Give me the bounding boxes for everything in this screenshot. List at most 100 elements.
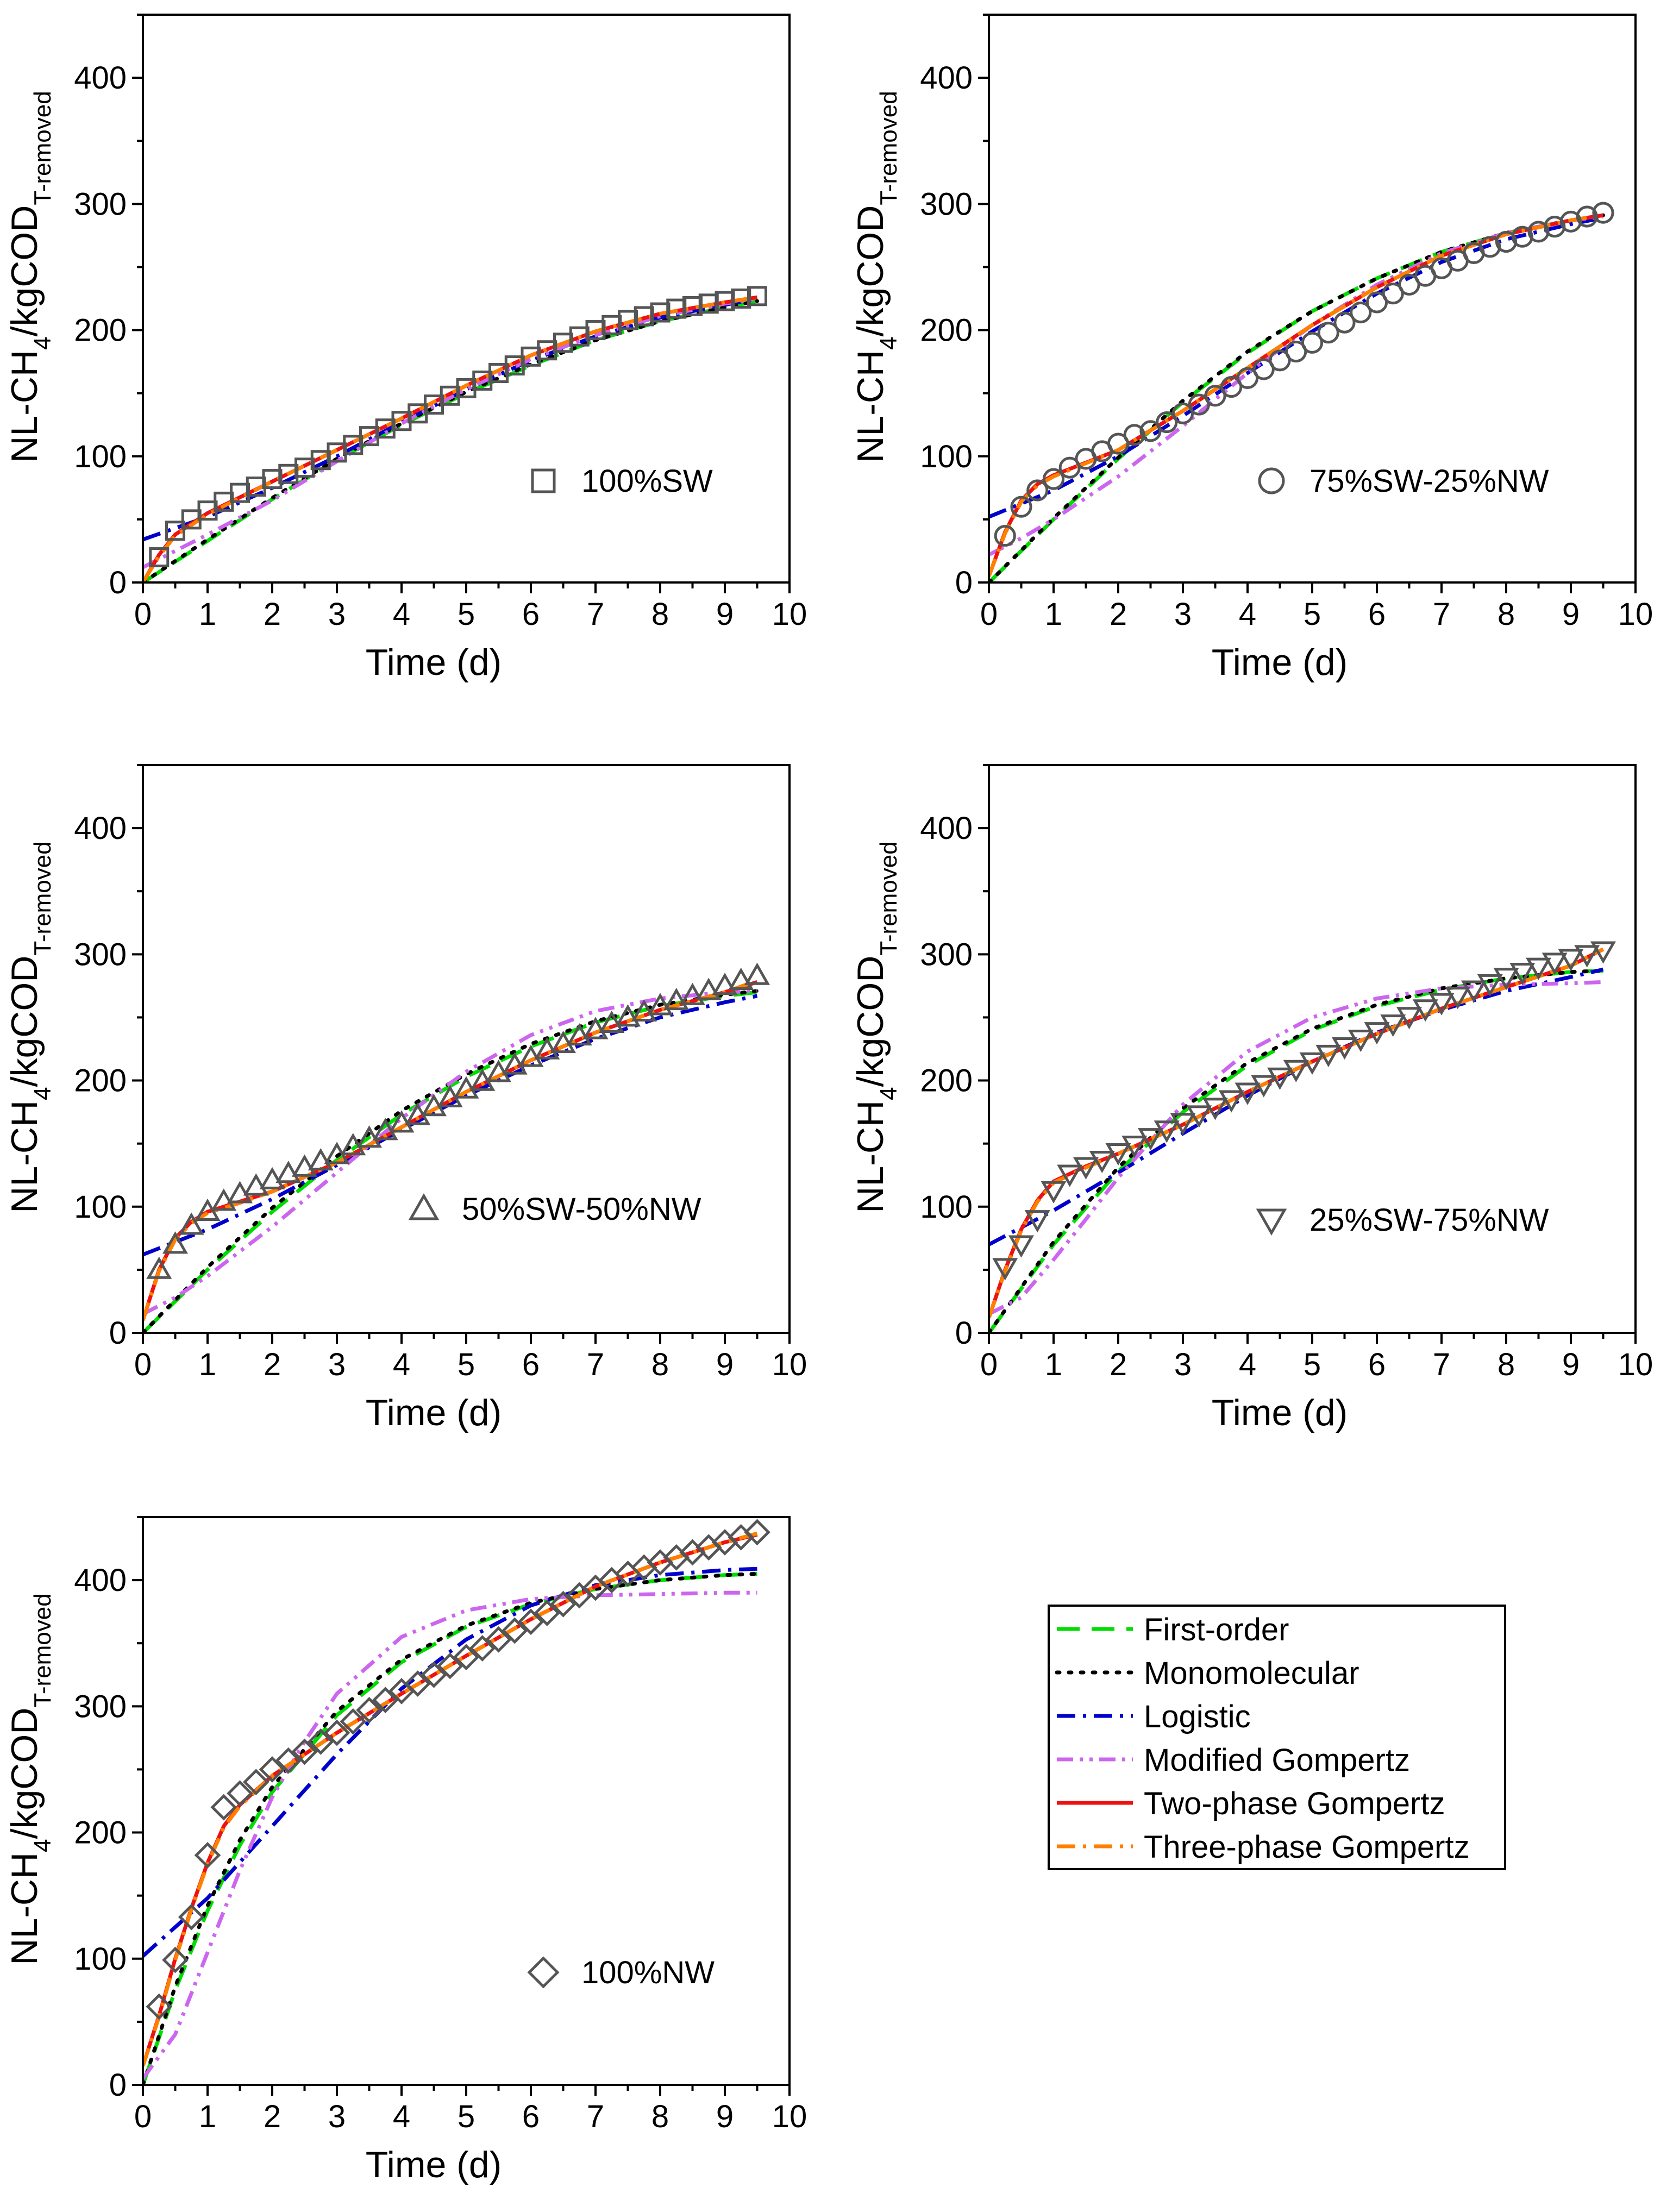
data-point [356,1696,383,1724]
legend-label: Two-phase Gompertz [1144,1786,1445,1821]
model-curves [143,295,759,582]
observed-points [992,941,1616,1281]
x-axis-title: Time (d) [1212,642,1348,683]
data-point [307,1728,334,1755]
data-point [1382,283,1404,305]
x-tick-label: 7 [1433,597,1450,632]
data-point [1204,385,1226,407]
data-point [728,967,754,990]
y-tick-label: 100 [74,1941,127,1977]
series-line-monomolecular [143,1572,759,2085]
data-point [1026,479,1049,502]
x-tick-label: 2 [264,2099,281,2134]
data-point [744,1519,770,1546]
data-point [1493,968,1519,991]
x-tick-label: 1 [199,2099,216,2134]
legend-label: Three-phase Gompertz [1144,1829,1470,1865]
x-tick-label: 4 [1239,597,1256,632]
data-point [1331,1037,1358,1060]
data-point [1509,962,1536,986]
data-point [501,1617,528,1644]
data-point [1348,1030,1374,1052]
x-tick-label: 0 [134,1347,152,1382]
plot-frame [988,764,1637,1334]
x-axis-title: Time (d) [366,1392,502,1433]
panel-label: 100%NW [581,1955,715,1990]
y-axis-title: NL-CH4/kgCODT-removed [850,841,902,1213]
series-line-two-phase-gompertz [143,980,758,1321]
series-line-logistic [989,216,1604,519]
data-point [1073,1157,1099,1180]
series-line-modified-gompertz [989,215,1603,557]
data-point [210,1794,237,1821]
data-point [1301,331,1324,354]
data-point [1267,1067,1293,1090]
x-tick-label: 2 [1110,597,1127,632]
series-line-first-order [143,990,757,1333]
data-point [695,977,722,1000]
data-point [1525,957,1552,980]
data-point [1350,301,1372,324]
panel-label: 25%SW-75%NW [1309,1202,1549,1238]
y-axis-title: NL-CH4/kgCODT-removed [850,91,902,462]
series-line-modified-gompertz [989,980,1603,1316]
y-axis-title: NL-CH4/kgCODT-removed [4,1593,56,1965]
data-point [679,982,706,1005]
y-tick-label: 0 [955,1315,973,1351]
observed-points [146,1519,770,2020]
series-line-monomolecular [989,969,1605,1333]
model-curves [143,1531,759,2085]
series-line-three-phase-gompertz [989,947,1605,1319]
series-line-two-phase-gompertz [989,213,1604,577]
x-tick-label: 8 [651,597,669,632]
x-tick-label: 9 [1562,1347,1580,1382]
data-point [146,1993,173,2020]
data-point [1252,358,1275,380]
x-tick-label: 6 [522,1347,540,1382]
panel-label-marker [527,1956,560,1989]
data-point [534,1600,561,1626]
data-point [227,1780,253,1807]
data-point [453,1644,480,1671]
x-tick-label: 2 [264,597,281,632]
panel-label-marker [1258,467,1285,494]
data-point [1364,1022,1390,1045]
series-line-first-order [989,213,1604,582]
data-point [242,1769,270,1796]
series-line-monomolecular [143,989,759,1333]
y-axis-title: NL-CH4/kgCODT-removed [4,91,56,462]
series-line-modified-gompertz [143,989,757,1316]
data-point [615,1004,641,1027]
x-tick-label: 6 [522,2099,540,2134]
data-point [1558,949,1584,972]
x-tick-label: 5 [1304,597,1321,632]
data-point [994,524,1016,547]
x-tick-label: 6 [522,597,540,632]
y-tick-label: 0 [109,2067,127,2103]
series-line-three-phase-gompertz [143,979,758,1321]
panel-label: 100%SW [581,463,713,499]
x-tick-label: 0 [980,597,998,632]
data-point [1592,202,1614,224]
data-point [1299,1052,1325,1075]
data-point [1445,987,1471,1010]
x-tick-label: 10 [1618,597,1653,632]
y-tick-label: 300 [920,186,973,222]
x-tick-label: 9 [716,597,734,632]
data-point [1380,1014,1406,1037]
data-point [1123,424,1145,446]
series-line-first-order [143,299,758,582]
data-point [1089,1150,1115,1174]
y-tick-label: 100 [74,439,127,474]
data-point [1333,311,1356,334]
panel-label-marker [531,468,556,493]
x-tick-label: 5 [1304,1347,1321,1382]
y-axis-title: NL-CH4/kgCODT-removed [4,841,56,1213]
y-tick-label: 0 [109,565,127,600]
data-point [1398,273,1420,296]
x-axis-title: Time (d) [366,642,502,683]
data-point [992,1258,1018,1281]
data-point [1057,1164,1083,1187]
